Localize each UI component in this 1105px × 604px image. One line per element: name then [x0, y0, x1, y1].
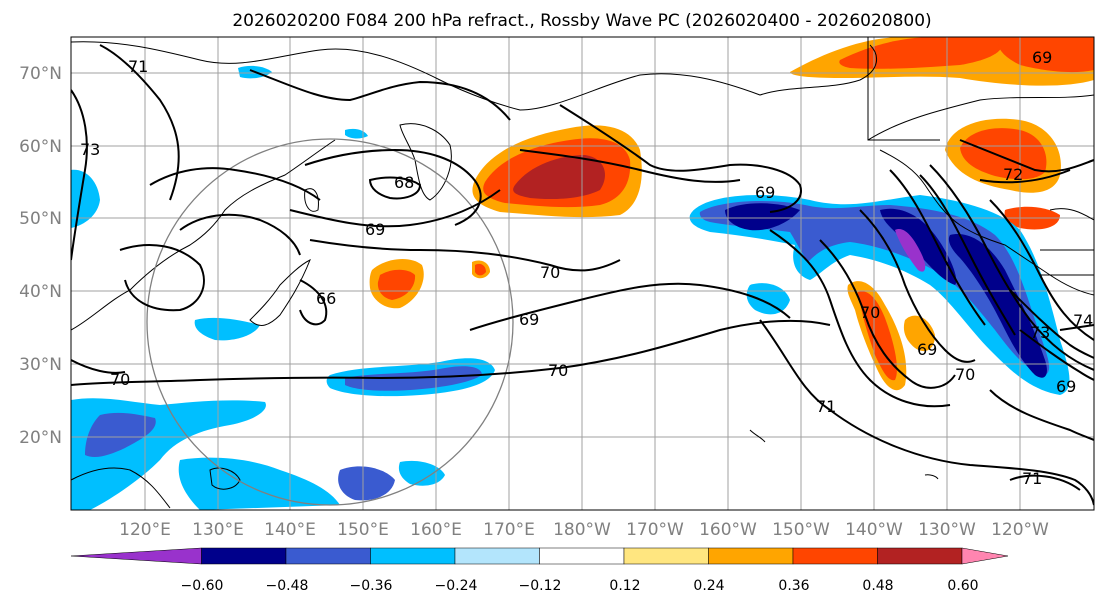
colorbar-tick-label: −0.60: [181, 578, 224, 594]
colorbar-tick-label: −0.48: [266, 578, 309, 594]
lon-label: 150°E: [337, 520, 389, 540]
lon-label: 170°E: [483, 520, 535, 540]
colorbar-tick-label: 0.12: [609, 578, 640, 594]
contour-label: 70: [955, 365, 975, 384]
lat-label: 20°N: [19, 428, 62, 448]
contour-label: 69: [1056, 377, 1076, 396]
colorbar-segment: [201, 547, 287, 565]
refractivity-contours: [71, 44, 1094, 506]
colorbar-segment: [708, 547, 794, 565]
colorbar-tick-label: −0.36: [350, 578, 393, 594]
latitude-axis: 70°N 60°N 50°N 40°N 30°N 20°N: [19, 64, 62, 448]
contour-label: 70: [110, 370, 130, 389]
colorbar-ticks: −0.60 −0.48 −0.36 −0.24 −0.12 0.12 0.24 …: [181, 578, 979, 594]
lon-label: 120°W: [991, 520, 1049, 540]
colorbar-tick-label: −0.24: [435, 578, 478, 594]
lat-label: 50°N: [19, 209, 62, 229]
contour-labels: 71 73 68 69 66 70 69 70 69 72 69 70 70 7…: [80, 48, 1093, 488]
map-panel: 71 73 68 69 66 70 69 70 69 72 69 70 70 7…: [71, 37, 1094, 510]
colorbar-tick-label: 0.24: [693, 578, 724, 594]
contour-label: 73: [1030, 323, 1050, 342]
lon-label: 180°W: [553, 520, 611, 540]
colorbar-segment: [961, 547, 1009, 565]
colorbar-segment: [623, 547, 709, 565]
contour-label: 68: [394, 173, 414, 192]
lat-label: 70°N: [19, 64, 62, 84]
lat-label: 30°N: [19, 355, 62, 375]
contour-label: 74: [1073, 311, 1093, 330]
colorbar-tick-label: 0.48: [862, 578, 893, 594]
colorbar-segment: [370, 547, 456, 565]
lat-label: 40°N: [19, 282, 62, 302]
lon-label: 140°W: [845, 520, 903, 540]
colorbar-segment: [539, 547, 625, 565]
colorbar-segment: [454, 547, 540, 565]
lon-label: 150°W: [772, 520, 830, 540]
map-frame: [70, 36, 1095, 511]
contour-label: 69: [519, 310, 539, 329]
colorbar-segment: [877, 547, 963, 565]
colorbar-segment: [792, 547, 878, 565]
contour-label: 71: [1022, 469, 1042, 488]
longitude-axis: 120°E 130°E 140°E 150°E 160°E 170°E 180°…: [119, 520, 1049, 540]
contour-label: 71: [816, 397, 836, 416]
colorbar-tick-label: −0.12: [519, 578, 562, 594]
lon-label: 130°E: [192, 520, 244, 540]
colorbar-segment: [70, 547, 202, 565]
contour-label: 71: [128, 57, 148, 76]
contour-label: 73: [80, 140, 100, 159]
lon-label: 120°E: [119, 520, 171, 540]
lon-label: 140°E: [264, 520, 316, 540]
lon-label: 170°W: [626, 520, 684, 540]
colorbar: [70, 547, 1009, 565]
graticule: [71, 37, 1094, 510]
contour-label: 70: [860, 303, 880, 322]
contour-label: 72: [1003, 165, 1023, 184]
contour-label: 69: [1032, 48, 1052, 67]
lat-label: 60°N: [19, 137, 62, 157]
coastlines: [71, 37, 1094, 509]
colorbar-tick-label: 0.60: [947, 578, 978, 594]
colorbar-tick-label: 0.36: [778, 578, 809, 594]
shaded-fields: [71, 37, 1094, 510]
contour-label: 70: [540, 263, 560, 282]
lon-label: 130°W: [918, 520, 976, 540]
contour-label: 69: [365, 220, 385, 239]
lon-label: 160°E: [410, 520, 462, 540]
contour-label: 70: [548, 361, 568, 380]
contour-label: 66: [316, 289, 336, 308]
lon-label: 160°W: [699, 520, 757, 540]
contour-label: 69: [755, 183, 775, 202]
colorbar-segment: [285, 547, 371, 565]
map-title: 2026020200 F084 200 hPa refract., Rossby…: [232, 11, 931, 31]
contour-label: 69: [917, 340, 937, 359]
reference-circle: [146, 138, 514, 506]
